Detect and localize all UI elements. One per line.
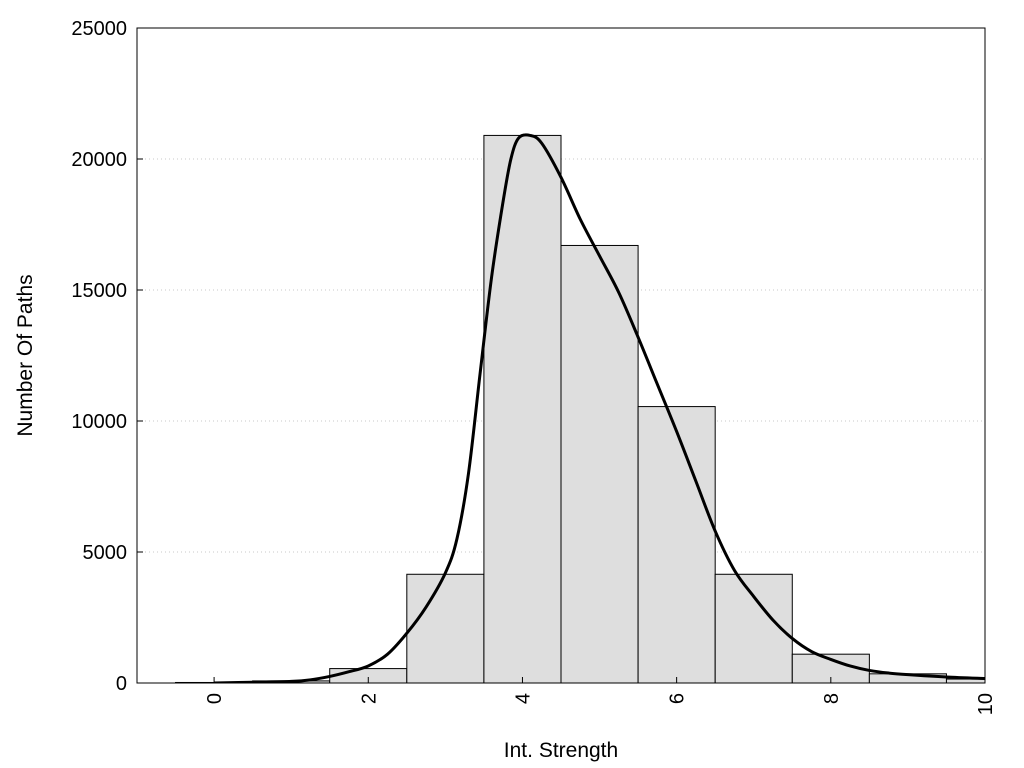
x-tick-label: 4 [512, 693, 534, 704]
histogram-bar [406, 573, 485, 683]
x-tick-label: 10 [975, 693, 997, 715]
y-axis-title: Number Of Paths [14, 274, 37, 436]
y-tick-label: 0 [116, 673, 127, 695]
x-axis-ticks: 0 2 4 6 8 10 [204, 677, 997, 715]
x-tick-label: 2 [358, 693, 380, 704]
y-tick-label: 5000 [83, 542, 128, 564]
plot-area-frame [136, 27, 986, 684]
bars [175, 134, 985, 683]
y-tick-label: 20000 [71, 149, 127, 171]
x-axis-title: Int. Strength [504, 739, 618, 762]
histogram-bar [483, 134, 562, 683]
x-tick-label: 6 [667, 693, 689, 704]
x-tick-label: 8 [821, 693, 843, 704]
density-curve-layer [214, 133, 985, 683]
y-tick-label: 10000 [71, 411, 127, 433]
y-tick-label: 15000 [71, 280, 127, 302]
histogram-bar [560, 244, 639, 683]
y-tick-label: 25000 [71, 18, 127, 40]
histogram-bar [637, 406, 716, 683]
x-tick-label: 0 [204, 693, 226, 704]
y-axis-ticks: 0 5000 10000 15000 20000 25000 [71, 18, 143, 695]
density-curve [214, 133, 985, 683]
